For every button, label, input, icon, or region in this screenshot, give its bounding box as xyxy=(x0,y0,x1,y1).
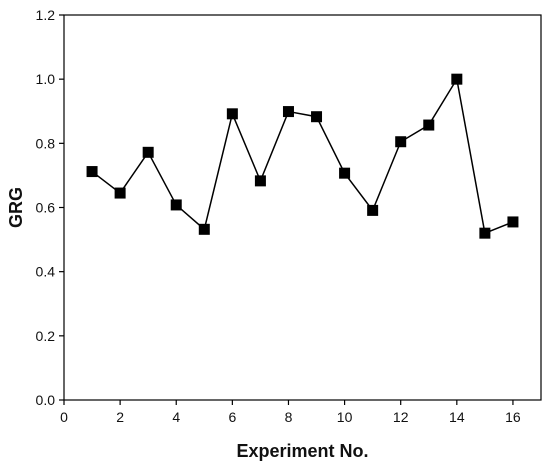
data-point-marker xyxy=(451,73,463,85)
data-point-marker xyxy=(282,106,294,118)
data-point-marker xyxy=(339,167,351,179)
x-tick-label: 10 xyxy=(337,409,353,425)
series-line xyxy=(91,77,514,235)
data-point-marker xyxy=(170,199,182,211)
x-tick-label: 2 xyxy=(116,409,124,425)
x-tick-label: 16 xyxy=(505,409,521,425)
x-tick-label: 14 xyxy=(449,409,465,425)
y-tick-label: 1.0 xyxy=(36,71,56,87)
data-point-marker xyxy=(507,216,519,228)
y-tick-label: 0.2 xyxy=(36,328,56,344)
y-tick-label: 0.8 xyxy=(36,135,56,151)
y-tick-label: 0.0 xyxy=(36,392,56,408)
ticks-layer: 0 2 4 6 8 10 12 14 16 0.0 0.2 0.4 0.6 0.8 1.0 1.2 xyxy=(36,7,521,425)
y-tick-label: 0.4 xyxy=(36,264,56,280)
series-layer xyxy=(86,73,519,239)
data-point-marker xyxy=(395,136,407,148)
y-axis-title: GRG xyxy=(6,187,26,228)
data-point-marker xyxy=(198,223,210,235)
x-tick-label: 8 xyxy=(285,409,293,425)
x-tick-label: 0 xyxy=(60,409,68,425)
x-tick-label: 12 xyxy=(393,409,409,425)
data-point-marker xyxy=(479,227,491,239)
data-point-marker xyxy=(254,175,266,187)
y-tick-label: 0.6 xyxy=(36,200,56,216)
data-point-marker xyxy=(311,111,323,123)
x-axis-title: Experiment No. xyxy=(236,441,368,461)
data-point-marker xyxy=(114,187,126,199)
data-point-marker xyxy=(423,119,435,131)
data-point-marker xyxy=(86,166,98,178)
x-tick-label: 4 xyxy=(172,409,180,425)
data-point-marker xyxy=(142,146,154,158)
x-tick-label: 6 xyxy=(228,409,236,425)
data-point-marker xyxy=(367,204,379,216)
plot-frame xyxy=(63,14,542,401)
y-tick-label: 1.2 xyxy=(36,7,56,23)
data-point-marker xyxy=(226,108,238,120)
